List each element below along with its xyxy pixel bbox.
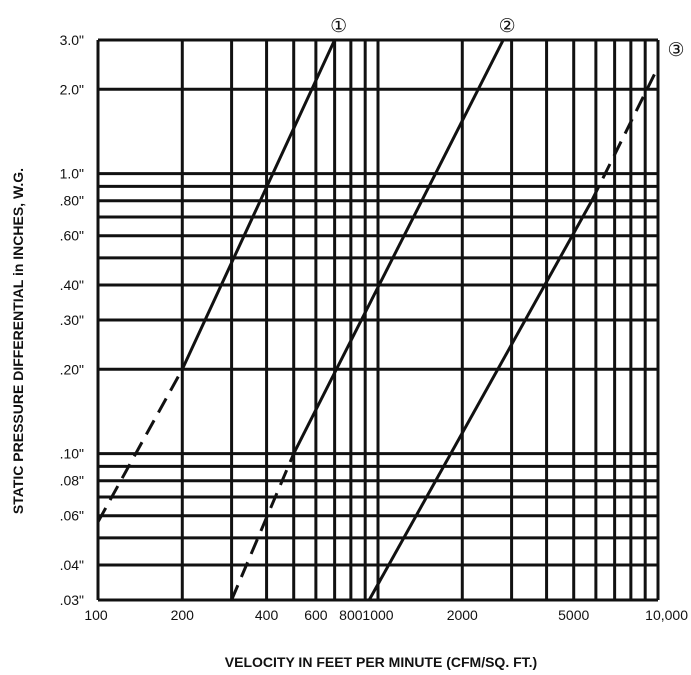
y-tick-label: .04" xyxy=(60,557,84,573)
series-2-callout: ② xyxy=(499,15,516,37)
x-tick-label: 200 xyxy=(171,607,195,623)
series-lines xyxy=(98,40,658,600)
y-tick-label: .20" xyxy=(60,361,84,377)
x-tick-labels: 100 200 400 600 800 1000 2000 5000 10,000 xyxy=(84,607,688,623)
series-3-solid-line xyxy=(367,199,594,600)
series-1-dashed-line xyxy=(98,368,184,523)
y-tick-label: 2.0" xyxy=(60,81,84,97)
y-tick-label: .03" xyxy=(60,592,84,608)
x-tick-label: 1000 xyxy=(362,607,393,623)
y-tick-label: 3.0" xyxy=(60,32,84,48)
y-axis-title: STATIC PRESSURE DIFFERENTIAL in INCHES, … xyxy=(10,168,26,514)
x-tick-label: 2000 xyxy=(447,607,478,623)
series-1-callout: ① xyxy=(330,15,347,37)
y-tick-label: .80" xyxy=(60,193,84,209)
y-tick-label: .40" xyxy=(60,277,84,293)
x-tick-label: 100 xyxy=(84,607,108,623)
y-tick-labels: 3.0" 2.0" 1.0" .80" .60" .40" .30" .20" .10" .08"… xyxy=(60,32,84,608)
series-2-dashed-line xyxy=(230,453,296,600)
y-tick-label: .06" xyxy=(60,508,84,524)
series-1-solid-line xyxy=(180,40,336,370)
x-tick-label: 10,000 xyxy=(645,607,688,623)
y-tick-label: .10" xyxy=(60,446,84,462)
x-tick-label: 600 xyxy=(304,607,328,623)
series-2-solid-line xyxy=(292,40,505,455)
y-tick-label: .60" xyxy=(60,228,84,244)
x-tick-label: 800 xyxy=(339,607,363,623)
x-tick-label: 5000 xyxy=(558,607,589,623)
x-axis-title: VELOCITY IN FEET PER MINUTE (CFM/SQ. FT.… xyxy=(225,654,537,670)
series-3-callout: ③ xyxy=(667,39,684,61)
series-3-dashed-line xyxy=(590,66,658,202)
y-tick-label: .08" xyxy=(60,473,84,489)
series-callouts: ① ② ③ xyxy=(330,15,684,61)
y-tick-label: 1.0" xyxy=(60,166,84,182)
y-tick-label: .30" xyxy=(60,312,84,328)
x-tick-label: 400 xyxy=(255,607,279,623)
grid xyxy=(96,38,660,602)
